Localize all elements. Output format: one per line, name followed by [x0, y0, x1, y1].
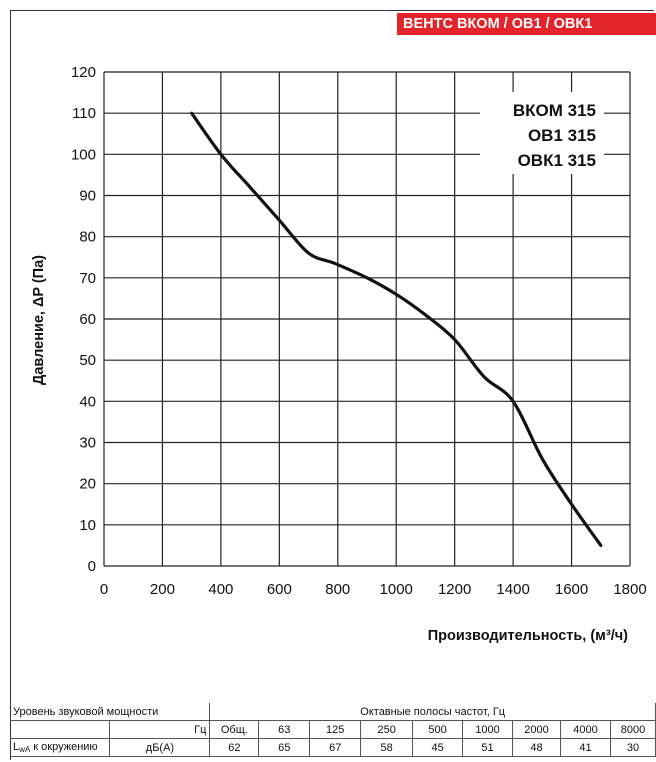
y-tick-label: 70 [79, 270, 96, 287]
db-unit: дБ(А) [109, 738, 211, 757]
x-tick-label: 1800 [613, 581, 646, 598]
table-row: Уровень звуковой мощности Октавные полос… [10, 703, 656, 721]
db-value-cell: 51 [462, 738, 514, 757]
y-tick-label: 120 [71, 64, 96, 81]
hz-band-cell: 8000 [609, 720, 656, 739]
hz-band-cell: 125 [309, 720, 362, 739]
db-value-cell: 58 [360, 738, 414, 757]
db-value-cell: 48 [512, 738, 561, 757]
lwa-label: LwA к окружению [10, 738, 111, 757]
model-label-3: ОВК1 315 [518, 151, 596, 170]
y-tick-label: 30 [79, 435, 96, 452]
model-labels-bg [480, 92, 604, 174]
sound-power-table: Уровень звуковой мощности Октавные полос… [10, 703, 656, 757]
y-tick-labels: 0 10 20 30 40 50 60 70 80 90 100 110 120 [71, 64, 96, 575]
x-tick-label: 1000 [380, 581, 413, 598]
y-tick-label: 40 [79, 393, 96, 410]
x-tick-label: 200 [150, 581, 175, 598]
x-tick-label: 400 [208, 581, 233, 598]
sound-level-label: Уровень звуковой мощности [10, 703, 211, 721]
y-tick-label: 20 [79, 476, 96, 493]
y-tick-label: 100 [71, 146, 96, 163]
y-tick-label: 0 [88, 558, 96, 575]
x-tick-label: 800 [325, 581, 350, 598]
db-value-cell: 67 [309, 738, 362, 757]
y-tick-label: 110 [72, 105, 96, 122]
y-tick-label: 10 [79, 517, 96, 534]
db-value-cell: 62 [209, 738, 260, 757]
model-label-2: ОВ1 315 [528, 126, 596, 145]
hz-band-cell: 1000 [462, 720, 514, 739]
x-tick-label: 600 [267, 581, 292, 598]
db-value-cell: 65 [258, 738, 311, 757]
x-axis-label: Производительность, (м³/ч) [428, 628, 628, 644]
db-value-cell: 41 [559, 738, 611, 757]
hz-band-cell: 250 [360, 720, 414, 739]
x-tick-label: 0 [100, 581, 108, 598]
x-tick-label: 1200 [438, 581, 471, 598]
y-tick-label: 90 [79, 188, 96, 205]
empty-cell [10, 720, 111, 739]
hz-band-cell: 63 [258, 720, 311, 739]
octave-bands-header: Октавные полосы частот, Гц [209, 703, 656, 721]
chart-frame [10, 10, 654, 760]
hz-band-cell: 500 [412, 720, 464, 739]
db-value-cell: 45 [412, 738, 464, 757]
y-tick-label: 80 [79, 229, 96, 246]
pressure-chart: 0 200 400 600 800 1000 1200 1400 1600 1800 0 10 20 3… [31, 64, 647, 644]
grid [103, 71, 631, 567]
y-axis-label: Давление, ΔP (Па) [31, 255, 47, 385]
table-row: Гц Общ. 63 125 250 500 1000 2000 4000 8000 [10, 720, 656, 739]
header-tag: ВЕНТС ВКОМ / ОВ1 / ОВК1 [397, 13, 656, 35]
table-row: LwA к окружению дБ(А) 62 65 67 58 45 51 48 41 30 [10, 738, 656, 757]
db-value-cell: 30 [609, 738, 656, 757]
hz-band-cell: Общ. [209, 720, 260, 739]
y-tick-label: 50 [79, 352, 96, 369]
x-tick-label: 1400 [496, 581, 529, 598]
hz-band-cell: 4000 [559, 720, 611, 739]
model-label-1: ВКОМ 315 [513, 101, 596, 120]
series-line [190, 111, 603, 548]
x-tick-labels: 0 200 400 600 800 1000 1200 1400 1600 1800 [100, 581, 647, 598]
hz-band-cell: 2000 [512, 720, 561, 739]
hz-unit: Гц [109, 720, 211, 739]
y-tick-label: 60 [79, 311, 96, 328]
model-labels: ВКОМ 315 ОВ1 315 ОВК1 315 [480, 92, 604, 174]
x-tick-label: 1600 [555, 581, 588, 598]
